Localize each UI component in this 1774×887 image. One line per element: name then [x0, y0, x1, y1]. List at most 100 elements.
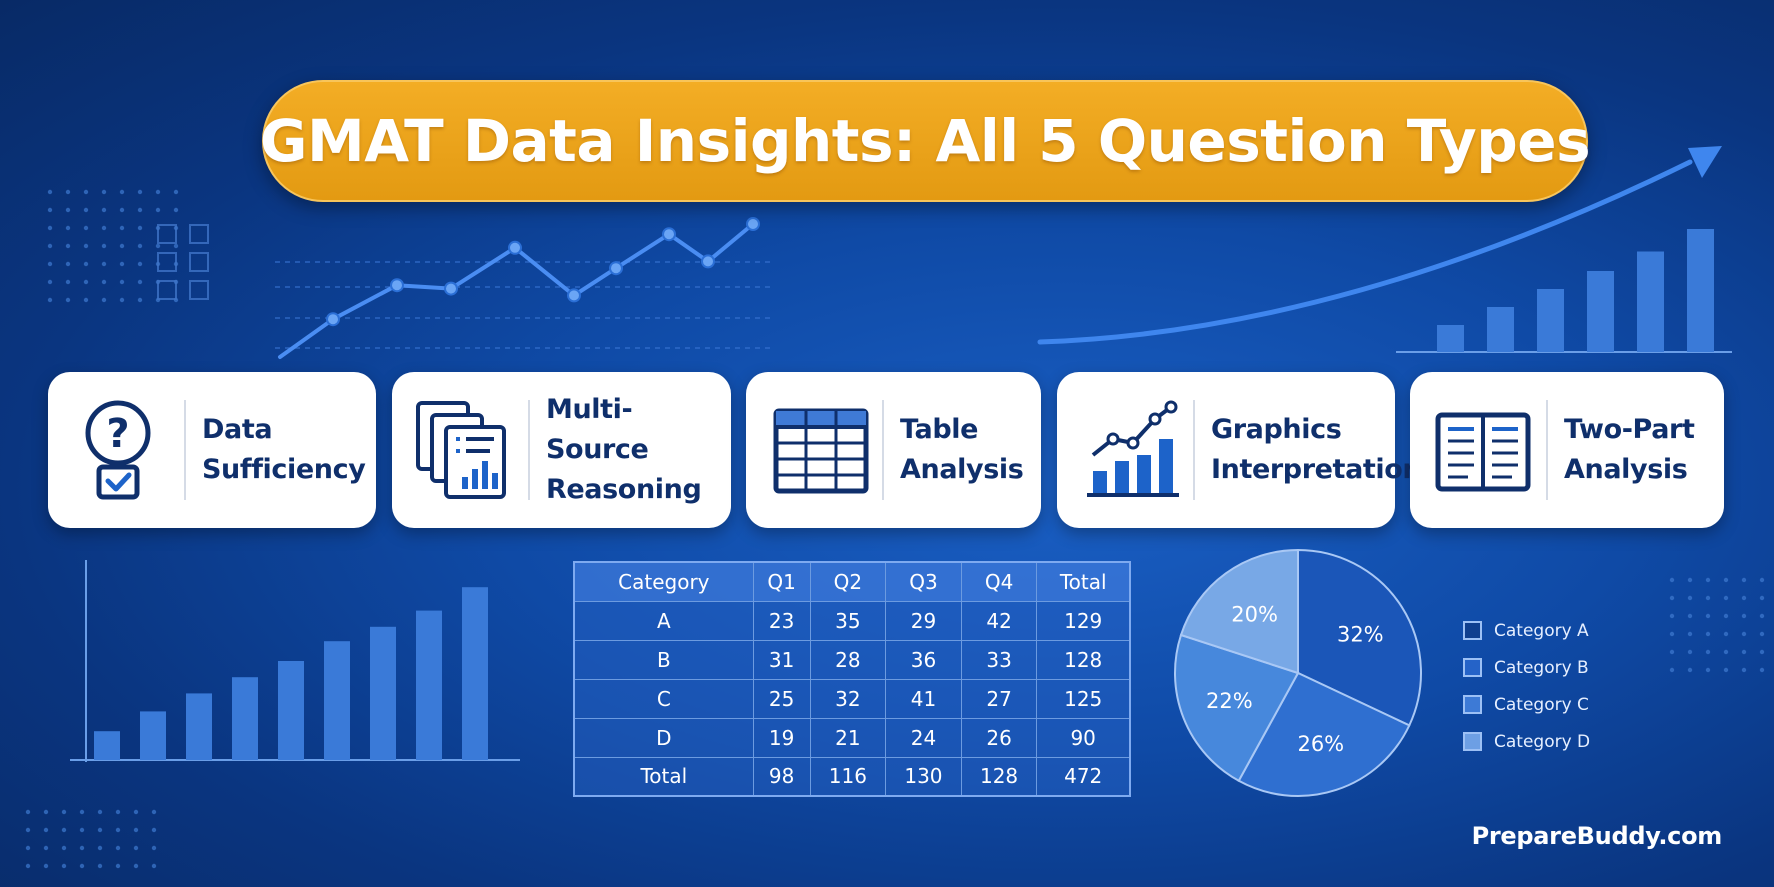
bar — [278, 661, 304, 760]
pie-slice — [1237, 671, 1411, 797]
table-cell: A — [573, 600, 754, 641]
decorative-dot — [1741, 649, 1747, 655]
legend-item: Category B — [1463, 649, 1590, 686]
decorative-dot — [97, 809, 103, 815]
brand-logo-text: PrepareBuddy.com — [1471, 822, 1723, 850]
decorative-dot — [83, 279, 89, 285]
decorative-dot — [173, 225, 179, 231]
card-multi-source-reasoning[interactable]: Multi-Source Reasoning — [392, 372, 731, 528]
decorative-dot — [155, 207, 161, 213]
decorative-dot — [43, 809, 49, 815]
title-banner: GMAT Data Insights: All 5 Question Types — [259, 80, 1591, 202]
decorative-dot — [1741, 667, 1747, 673]
table-cell: 130 — [885, 756, 962, 797]
table-cell: 29 — [885, 600, 962, 641]
pie-slice — [1174, 633, 1300, 783]
decorative-dot — [133, 809, 139, 815]
table-header-cell: Q2 — [809, 561, 887, 602]
decorative-dot — [173, 207, 179, 213]
bar — [1487, 307, 1514, 352]
bar — [1687, 229, 1714, 352]
decorative-dot — [1741, 631, 1747, 637]
decorative-dot — [1723, 649, 1729, 655]
decorative-dot — [137, 279, 143, 285]
decorative-dot — [137, 207, 143, 213]
open-book-icon — [1435, 412, 1531, 492]
card-data-sufficiency[interactable]: ? Data Sufficiency — [48, 372, 376, 528]
bar — [186, 693, 212, 760]
decorative-dot — [1723, 595, 1729, 601]
line-point — [662, 227, 676, 242]
decorative-dot — [1687, 649, 1693, 655]
decorative-dot — [1723, 667, 1729, 673]
table-cell: 32 — [809, 678, 887, 719]
decorative-dot — [1741, 595, 1747, 601]
table-cell: 33 — [960, 639, 1038, 680]
decorative-dot — [47, 207, 53, 213]
line-bar-chart-icon — [1087, 400, 1179, 497]
decorative-dot — [61, 863, 67, 869]
table-header-cell: Q1 — [752, 561, 811, 602]
decorative-dot — [133, 845, 139, 851]
decorative-dot — [1705, 649, 1711, 655]
line-point — [390, 278, 404, 293]
decorative-dot — [43, 827, 49, 833]
bar — [94, 731, 120, 760]
decorative-dot — [83, 225, 89, 231]
card-label: Table Analysis — [900, 414, 1024, 485]
decorative-dot — [137, 261, 143, 267]
decorative-dot — [119, 207, 125, 213]
decorative-dot — [43, 845, 49, 851]
legend-label: Category D — [1494, 731, 1591, 752]
decorative-dot — [65, 279, 71, 285]
bar — [1637, 251, 1664, 352]
decorative-dot — [173, 261, 179, 267]
growth-arrow-head — [1688, 146, 1722, 178]
table-cell: 27 — [960, 678, 1038, 719]
table-cell: 41 — [885, 678, 962, 719]
decorative-dot — [61, 809, 67, 815]
card-two-part-analysis[interactable]: Two-Part Analysis — [1410, 372, 1724, 528]
card-divider — [1193, 400, 1195, 500]
decorative-dot — [1723, 577, 1729, 583]
decorative-dot — [119, 297, 125, 303]
page-title: GMAT Data Insights: All 5 Question Types — [259, 107, 1591, 175]
bar — [416, 610, 442, 760]
decorative-dot — [155, 297, 161, 303]
decorative-dot — [65, 189, 71, 195]
card-divider — [882, 400, 884, 500]
decorative-dot — [155, 243, 161, 249]
decorative-dot — [1741, 577, 1747, 583]
question-check-icon: ? — [85, 400, 151, 500]
decorative-dot — [79, 863, 85, 869]
decorative-dot — [119, 261, 125, 267]
line-point — [609, 261, 623, 276]
table-cell: 42 — [960, 600, 1038, 641]
card-graphics-interpretation[interactable]: Graphics Interpretation — [1057, 372, 1422, 528]
table-row: C 25 32 41 27 125 — [573, 678, 1131, 719]
decorative-dot — [97, 845, 103, 851]
decorative-dot — [65, 261, 71, 267]
decorative-dot — [1687, 631, 1693, 637]
decorative-dot — [133, 863, 139, 869]
line-series — [278, 222, 755, 359]
pie-slice-label: 32% — [1337, 622, 1384, 646]
card-table-analysis[interactable]: Table Analysis — [746, 372, 1041, 528]
bar — [1587, 271, 1614, 352]
decorative-dot — [1669, 613, 1675, 619]
decorative-dot — [83, 207, 89, 213]
decorative-dot — [115, 863, 121, 869]
decorative-dot — [1705, 631, 1711, 637]
bar — [370, 626, 396, 760]
pie-slice — [1297, 548, 1422, 727]
legend-swatch — [1463, 732, 1482, 751]
table-cell: 35 — [809, 600, 887, 641]
decorative-dot — [1741, 613, 1747, 619]
legend-label: Category B — [1494, 657, 1589, 678]
decorative-dot — [101, 207, 107, 213]
decorative-dot — [173, 243, 179, 249]
table-cell: 25 — [752, 678, 811, 719]
table-cell: 19 — [752, 717, 811, 758]
decorative-dot — [101, 279, 107, 285]
table-cell: 21 — [809, 717, 887, 758]
